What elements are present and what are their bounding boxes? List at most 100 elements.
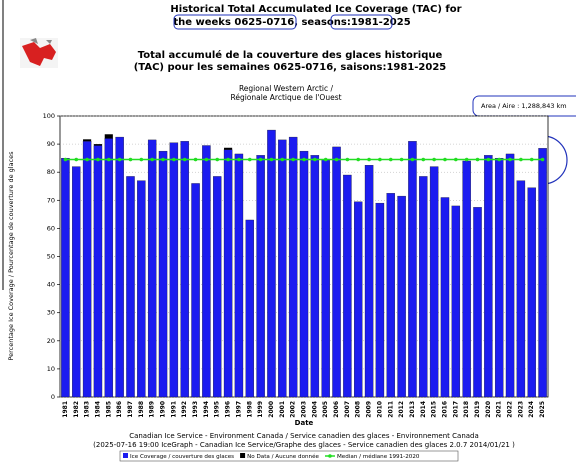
median-dot: [432, 157, 436, 162]
subtitle-line: (TAC) pour les semaines 0625-0716, saiso…: [134, 62, 447, 73]
median-dot: [258, 157, 263, 162]
bar: [516, 180, 526, 398]
bar: [505, 153, 515, 398]
x-tick-label: 1984: [94, 401, 101, 418]
median-dot: [454, 157, 458, 162]
highlight-box: [173, 14, 297, 30]
legend-box: [119, 450, 459, 462]
y-tick-label: 70: [47, 196, 55, 204]
x-tick-label: 2025: [539, 401, 546, 418]
bar: [397, 195, 406, 398]
x-tick-label: 1997: [235, 401, 242, 418]
bar: [527, 187, 536, 398]
x-tick-label: 1982: [73, 401, 80, 418]
y-tick-label: 50: [47, 253, 55, 261]
bar: [202, 145, 211, 398]
bar: [82, 141, 92, 398]
x-tick-label: 1981: [62, 401, 69, 418]
median-dot: [345, 157, 350, 162]
median-dot: [519, 157, 523, 162]
bar: [137, 180, 146, 398]
median-dot: [497, 157, 502, 162]
bar: [147, 139, 157, 398]
bar: [180, 141, 189, 398]
x-tick-label: 1987: [127, 401, 134, 418]
bar: [451, 205, 461, 398]
bar: [419, 176, 428, 398]
x-tick-label: 2011: [387, 401, 394, 418]
x-axis-label: Date: [295, 419, 314, 427]
median-dot: [226, 157, 230, 162]
median-dot: [291, 157, 295, 162]
x-tick-label: 1986: [116, 401, 123, 418]
median-dot: [150, 157, 154, 162]
bar: [61, 157, 70, 398]
legend-swatch: [328, 454, 332, 458]
y-tick-label: 60: [47, 224, 55, 232]
y-tick-label: 10: [47, 365, 55, 373]
bar: [191, 183, 200, 398]
x-tick-label: 2018: [463, 401, 470, 418]
bar: [429, 166, 439, 398]
bar: [310, 155, 320, 398]
x-tick-label: 2014: [420, 401, 427, 418]
legend-swatch: [123, 453, 128, 458]
x-tick-label: 2000: [268, 401, 275, 418]
x-tick-label: 1994: [203, 401, 210, 418]
median-dot: [356, 157, 361, 162]
median-dot: [215, 157, 220, 162]
x-tick-label: 2023: [517, 401, 524, 418]
bar: [267, 129, 276, 398]
median-dot: [280, 157, 285, 162]
bar: [169, 142, 179, 398]
x-tick-label: 1983: [84, 401, 91, 418]
median-dot: [421, 157, 426, 162]
footer-line: Canadian Ice Service - Environment Canad…: [129, 432, 479, 440]
median-dot: [128, 157, 133, 162]
bar: [386, 193, 395, 398]
median-dot: [117, 157, 122, 162]
x-tick-label: 2007: [344, 401, 351, 418]
median-dot: [107, 157, 111, 162]
x-tick-label: 2020: [485, 401, 492, 418]
bar: [321, 159, 330, 398]
median-dot: [399, 157, 404, 162]
y-tick-label: 0: [51, 393, 55, 401]
median-dot: [443, 157, 447, 162]
region-map: [20, 38, 58, 68]
median-dot: [74, 157, 79, 162]
x-tick-label: 2019: [474, 401, 481, 418]
footer-line: (2025-07-16 19:00 IceGraph - Canadian Ic…: [93, 441, 515, 449]
x-tick-label: 2004: [311, 401, 318, 418]
x-tick-label: 2024: [528, 401, 535, 418]
median-dot: [204, 157, 209, 162]
no-data-bar: [104, 134, 113, 139]
x-tick-label: 2001: [279, 401, 286, 418]
median-dot: [508, 157, 512, 162]
median-dot: [161, 157, 165, 162]
y-axis-label: Percentage Ice Coverage / Pourcentage de…: [7, 151, 15, 361]
bar: [364, 165, 374, 398]
y-tick-label: 40: [47, 281, 55, 289]
median-dot: [85, 157, 89, 162]
median-dot: [182, 157, 187, 162]
bar: [256, 155, 265, 398]
legend-label: No Data / Aucune donnée: [247, 453, 319, 460]
bar: [223, 149, 233, 398]
x-tick-label: 2012: [398, 401, 405, 418]
x-tick-label: 2008: [355, 401, 362, 418]
x-tick-label: 1998: [246, 401, 253, 418]
bar: [288, 136, 298, 398]
x-tick-label: 2003: [301, 401, 308, 418]
x-tick-label: 1996: [225, 401, 232, 418]
median-dot: [540, 157, 545, 162]
map-region: [22, 42, 56, 66]
title-line: the weeks 0625-0716, seasons:1981-2025: [173, 17, 410, 28]
x-tick-label: 1988: [138, 401, 145, 418]
y-tick-label: 80: [47, 168, 55, 176]
region-line: Regional Western Arctic /: [239, 84, 334, 93]
median-dot: [464, 157, 469, 162]
median-dot: [334, 157, 339, 162]
x-tick-label: 2017: [452, 401, 459, 418]
median-dot: [529, 157, 534, 162]
